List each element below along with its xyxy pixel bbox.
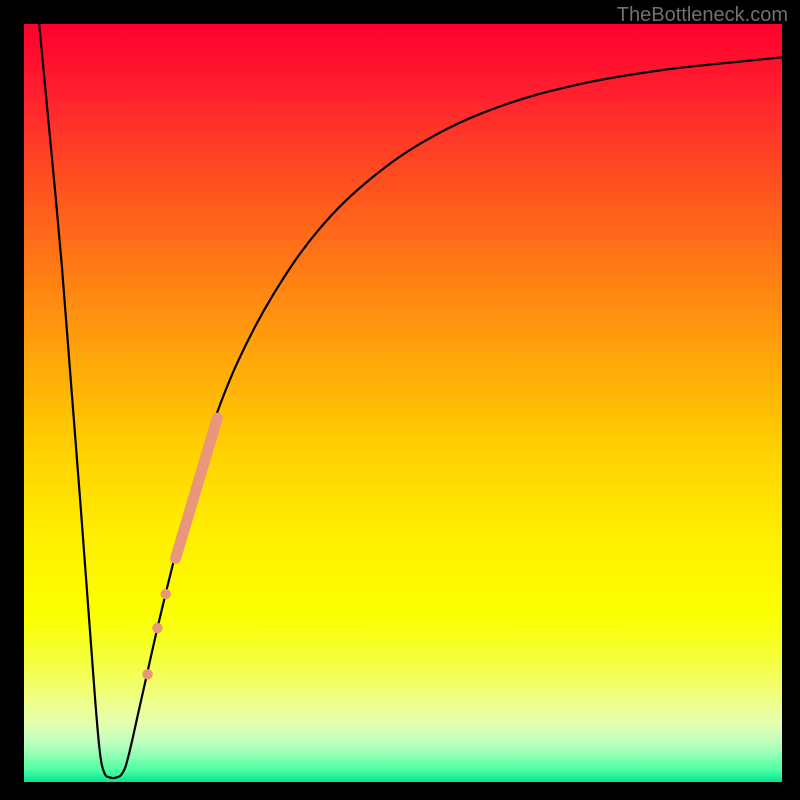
marker-dot: [152, 623, 162, 633]
plot-area: [24, 24, 782, 782]
curve-layer: [24, 24, 782, 782]
chart-root: TheBottleneck.com: [0, 0, 800, 800]
marker-segment: [176, 418, 218, 558]
bottleneck-curve: [39, 24, 782, 778]
marker-dot: [142, 669, 152, 679]
watermark-text: TheBottleneck.com: [617, 4, 788, 27]
marker-dot: [161, 589, 171, 599]
